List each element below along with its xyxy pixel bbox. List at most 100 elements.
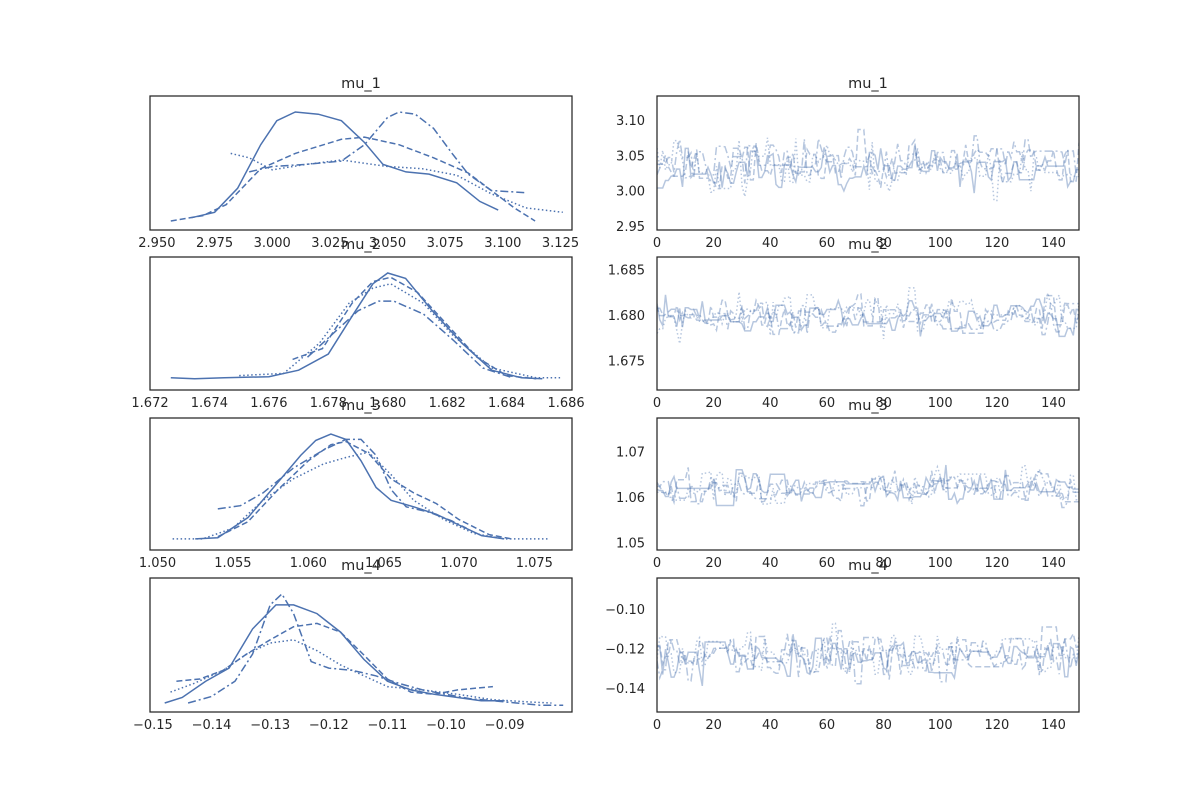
- x-tick-label: 20: [705, 396, 722, 411]
- x-tick-label: 40: [762, 236, 779, 251]
- x-tick-label: 60: [819, 396, 836, 411]
- plot-area: [172, 433, 550, 540]
- x-tick-label: 140: [1041, 236, 1066, 251]
- density-line-dashed: [292, 276, 537, 380]
- trace-line-dashdot: [657, 629, 1079, 685]
- subplot-title: mu_3: [341, 398, 381, 414]
- density-line-dotted: [172, 451, 550, 540]
- trace-line-dotted: [657, 622, 1079, 675]
- x-tick-label: 120: [984, 396, 1009, 411]
- x-tick-label: 1.674: [191, 396, 228, 411]
- x-tick-label: 60: [819, 236, 836, 251]
- subplot-4: mu_3 1.050 1.055 1.060 1.065 1.070 1.075: [139, 398, 573, 571]
- axes-frame: [149, 256, 573, 391]
- axes-frame: [149, 417, 573, 551]
- x-tick-label: 120: [984, 718, 1009, 733]
- subplot-7: mu_4 0 20 40 60 80 100 120 140 −0.14 −0.12 −0.10: [605, 558, 1080, 733]
- x-tick-label: 40: [762, 556, 779, 571]
- x-tick-label: 80: [875, 396, 892, 411]
- subplot-5: mu_3 0 20 40 60 80 100 120 140 1.05 1.06 1.07: [616, 398, 1080, 571]
- trace-line-dashed: [657, 467, 1079, 503]
- x-tick-label: 1.678: [310, 396, 347, 411]
- plot-area: [164, 592, 564, 706]
- density-line-dashed: [217, 440, 512, 540]
- subplot-0: mu_1 2.950 2.975 3.000 3.025 3.050 3.075 3.100 3…: [138, 76, 579, 251]
- x-tick-label: −0.12: [309, 718, 349, 733]
- x-tick-label: 2.950: [138, 236, 175, 251]
- trace-line-dashed: [657, 626, 1079, 680]
- y-tick-label: 1.685: [608, 263, 645, 278]
- x-tick-label: −0.15: [133, 718, 173, 733]
- y-tick-label: 3.00: [616, 185, 645, 200]
- subplot-1: mu_1 0 20 40 60 80 100 120 140 2.95 3.00 3.05 3.10: [616, 76, 1080, 251]
- density-line-solid: [170, 272, 543, 380]
- y-tick-label: 3.10: [616, 114, 645, 129]
- density-line-dotted: [230, 152, 563, 214]
- subplot-title: mu_4: [848, 558, 888, 574]
- x-tick-label: 3.000: [254, 236, 291, 251]
- x-tick-label: 100: [928, 556, 953, 571]
- density-line-dashed: [170, 136, 536, 222]
- y-tick-label: −0.12: [605, 642, 645, 657]
- trace-line-solid: [657, 637, 1079, 687]
- x-tick-label: 0: [653, 236, 661, 251]
- x-tick-label: −0.09: [485, 718, 525, 733]
- x-tick-label: 100: [928, 718, 953, 733]
- y-tick-label: 1.680: [608, 309, 645, 324]
- x-tick-label: −0.11: [367, 718, 407, 733]
- density-line-dashdot: [249, 111, 526, 194]
- density-line-solid: [164, 604, 505, 704]
- x-tick-label: 1.060: [290, 556, 327, 571]
- x-tick-label: 40: [762, 718, 779, 733]
- x-tick-label: 1.055: [214, 556, 251, 571]
- x-tick-label: 80: [875, 556, 892, 571]
- y-tick-label: 1.07: [616, 446, 645, 461]
- x-tick-label: 0: [653, 396, 661, 411]
- x-tick-label: 3.050: [369, 236, 406, 251]
- trace-line-dashed: [657, 128, 1079, 190]
- plot-area: [657, 464, 1079, 509]
- subplot-title: mu_1: [848, 76, 888, 92]
- x-tick-label: −0.10: [426, 718, 466, 733]
- trace-line-solid: [657, 294, 1079, 338]
- density-line-dashed: [176, 622, 493, 696]
- x-tick-label: 100: [928, 396, 953, 411]
- subplot-title: mu_4: [341, 558, 381, 574]
- y-tick-label: 1.675: [608, 354, 645, 369]
- density-line-dashdot: [217, 438, 467, 529]
- subplot-6: mu_4 −0.15 −0.14 −0.13 −0.12 −0.11 −0.10 −0.09: [133, 558, 573, 733]
- plot-area: [657, 287, 1079, 344]
- x-tick-label: 60: [819, 718, 836, 733]
- plot-area: [170, 111, 563, 222]
- plot-area: [657, 128, 1079, 202]
- trace-line-solid: [657, 464, 1079, 507]
- x-tick-label: 1.075: [516, 556, 553, 571]
- trace-line-solid: [657, 145, 1079, 194]
- y-tick-label: 1.05: [616, 537, 645, 552]
- x-tick-label: 1.682: [429, 396, 466, 411]
- x-tick-label: 80: [875, 236, 892, 251]
- x-tick-label: 2.975: [196, 236, 233, 251]
- x-tick-label: 1.676: [250, 396, 287, 411]
- axes-frame: [656, 95, 1080, 231]
- x-tick-label: 1.680: [369, 396, 406, 411]
- x-tick-label: 0: [653, 718, 661, 733]
- y-tick-label: 2.95: [616, 220, 645, 235]
- density-line-dashdot: [187, 592, 564, 706]
- axes-frame: [656, 256, 1080, 391]
- x-tick-label: −0.14: [192, 718, 232, 733]
- density-line-dotted: [239, 282, 561, 379]
- x-tick-label: 60: [819, 556, 836, 571]
- x-tick-label: 40: [762, 396, 779, 411]
- trace-line-dotted: [657, 287, 1079, 344]
- density-line-solid: [191, 111, 499, 219]
- x-tick-label: 1.672: [131, 396, 168, 411]
- axes-frame: [656, 577, 1080, 713]
- x-tick-label: 80: [875, 718, 892, 733]
- x-tick-label: 140: [1041, 556, 1066, 571]
- x-tick-label: 0: [653, 556, 661, 571]
- trace-line-dashdot: [657, 302, 1079, 336]
- subplot-title: mu_2: [848, 237, 888, 253]
- y-tick-label: 1.06: [616, 491, 645, 506]
- x-tick-label: 20: [705, 718, 722, 733]
